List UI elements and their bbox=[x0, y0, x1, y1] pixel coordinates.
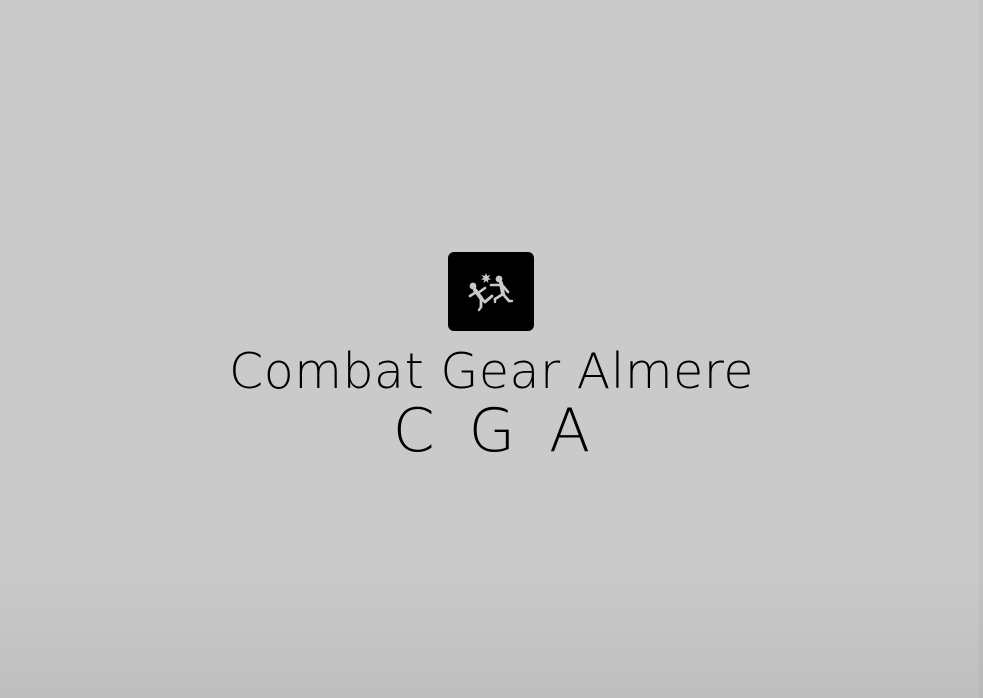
logo-icon-box bbox=[448, 252, 534, 331]
fighters-icon bbox=[468, 273, 514, 312]
logo-name: Combat Gear Almere bbox=[229, 343, 754, 400]
impact-star-icon bbox=[481, 273, 491, 283]
logo-abbreviation: CGA bbox=[392, 396, 625, 466]
